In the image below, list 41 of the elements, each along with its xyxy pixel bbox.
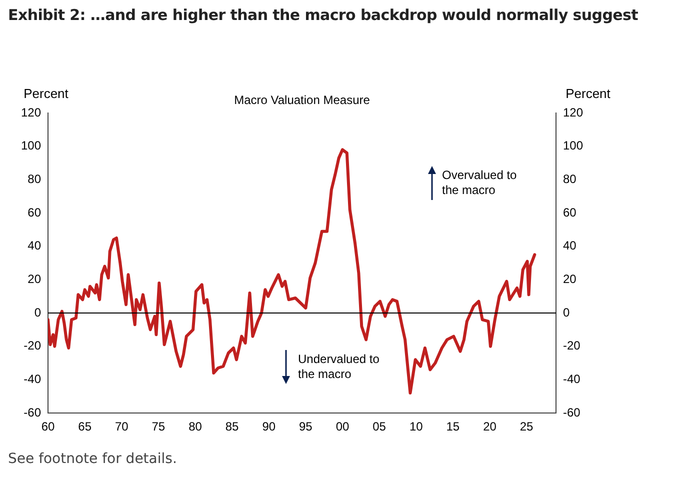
y2-axis-title: Percent bbox=[566, 86, 611, 101]
y-tick-label: 120 bbox=[20, 105, 42, 120]
y2-tick-label: 100 bbox=[563, 138, 584, 153]
y2-tick-label: 120 bbox=[563, 105, 584, 120]
y-tick-label: 60 bbox=[28, 205, 42, 220]
annotation: Overvalued to the macro bbox=[442, 168, 518, 198]
x-tick-label: 80 bbox=[188, 420, 202, 434]
y-tick-label: -40 bbox=[24, 372, 42, 386]
annotation: Undervalued to the macro bbox=[298, 352, 380, 382]
y-tick-label: 100 bbox=[20, 138, 42, 153]
y-tick-label: -60 bbox=[24, 405, 42, 420]
x-tick-label: 60 bbox=[41, 420, 55, 434]
text: See footnote for details. bbox=[8, 451, 177, 467]
x-tick-label: 10 bbox=[409, 420, 424, 434]
y-tick-label: 40 bbox=[28, 238, 42, 253]
y2-tick-label: 0 bbox=[563, 305, 570, 320]
x-tick-label: 95 bbox=[299, 420, 313, 434]
y2-tick-label: -60 bbox=[563, 405, 581, 420]
x-tick-label: 15 bbox=[446, 420, 460, 434]
y2-tick-label: 40 bbox=[563, 238, 577, 253]
y-tick-label: 80 bbox=[28, 172, 42, 186]
x-tick-label: 85 bbox=[225, 420, 240, 434]
y2-tick-label: 60 bbox=[563, 205, 577, 220]
y-tick-label: 0 bbox=[34, 305, 42, 320]
x-tick-label: 90 bbox=[262, 420, 276, 434]
x-tick-label: 25 bbox=[520, 420, 534, 434]
chart-title: Exhibit 2: …and are higher than the macro backdrop would normally suggest bbox=[8, 6, 638, 24]
x-tick-label: 20 bbox=[483, 420, 497, 434]
chart-subtitle: Macro Valuation Measure bbox=[234, 93, 370, 107]
y2-tick-label: -20 bbox=[563, 338, 581, 353]
x-tick-label: 00 bbox=[336, 420, 350, 434]
y-tick-label: -20 bbox=[24, 338, 42, 353]
x-tick-label: 65 bbox=[78, 420, 92, 434]
x-tick-label: 70 bbox=[114, 420, 129, 434]
x-tick-label: 05 bbox=[372, 420, 386, 434]
y2-tick-label: -40 bbox=[563, 372, 581, 386]
y2-tick-label: 80 bbox=[563, 172, 577, 186]
y-axis-title: Percent bbox=[24, 86, 69, 101]
x-tick-label: 75 bbox=[152, 420, 166, 434]
y2-tick-label: 20 bbox=[563, 272, 577, 286]
y-tick-label: 20 bbox=[28, 272, 42, 286]
